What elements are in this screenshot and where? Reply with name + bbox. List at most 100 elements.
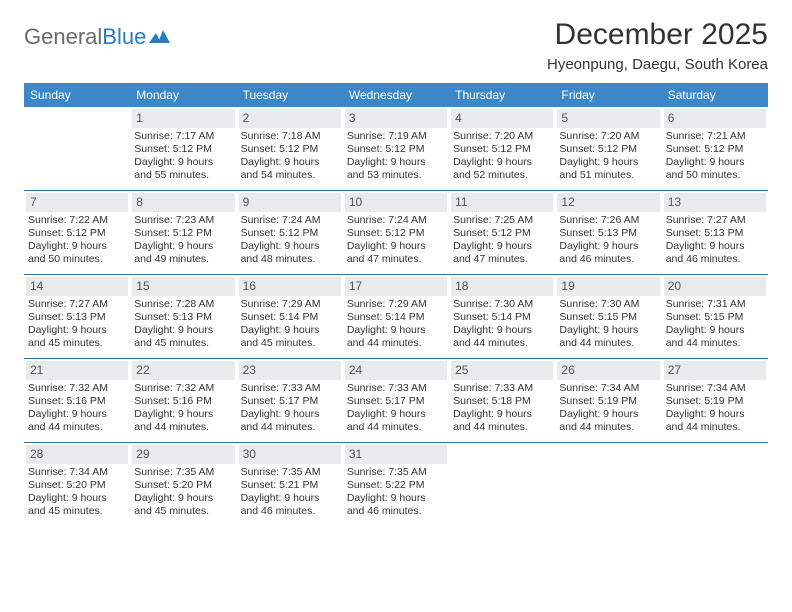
daylight-line2: and 45 minutes. <box>28 505 126 518</box>
logo-mark-icon <box>149 24 171 50</box>
header: GeneralBlue December 2025 Hyeonpung, Dae… <box>24 18 768 73</box>
daylight-line1: Daylight: 9 hours <box>559 408 657 421</box>
daylight-line1: Daylight: 9 hours <box>453 408 551 421</box>
day-cell: 3 Sunrise: 7:19 AMSunset: 5:12 PMDaylight… <box>343 107 449 190</box>
sunrise-text: Sunrise: 7:23 AM <box>134 214 232 227</box>
daylight-line1: Daylight: 9 hours <box>559 324 657 337</box>
day-number: 12 <box>557 193 659 212</box>
logo: GeneralBlue <box>24 18 171 50</box>
sunrise-text: Sunrise: 7:33 AM <box>347 382 445 395</box>
day-cell: 5Sunrise: 7:20 AMSunset: 5:12 PMDaylight… <box>555 107 661 190</box>
day-info: Sunrise: 7:29 AMSunset: 5:14 PMDaylight:… <box>345 298 447 351</box>
sunrise-text: Sunrise: 7:26 AM <box>559 214 657 227</box>
day-info: Sunrise: 7:20 AMSunset: 5:12 PMDaylight:… <box>557 130 659 183</box>
sunrise-text: Sunrise: 7:18 AM <box>241 130 339 143</box>
day-number: 4 <box>451 109 553 128</box>
day-cell <box>662 443 768 527</box>
sunset-text: Sunset: 5:12 PM <box>241 227 339 240</box>
sunrise-text: Sunrise: 7:28 AM <box>134 298 232 311</box>
daylight-line1: Daylight: 9 hours <box>28 240 126 253</box>
day-info: Sunrise: 7:33 AMSunset: 5:17 PMDaylight:… <box>345 382 447 435</box>
day-number: 29 <box>132 445 234 464</box>
daylight-line2: and 44 minutes. <box>241 421 339 434</box>
daylight-line2: and 44 minutes. <box>559 337 657 350</box>
day-cell: 19 Sunrise: 7:30 AMSunset: 5:15 PMDayligh… <box>555 275 661 358</box>
day-cell: 26 Sunrise: 7:34 AMSunset: 5:19 PMDayligh… <box>555 359 661 442</box>
day-number: 14 <box>26 277 128 296</box>
logo-text-a: General <box>24 24 102 50</box>
daylight-line1: Daylight: 9 hours <box>347 156 445 169</box>
day-info: Sunrise: 7:34 AMSunset: 5:19 PMDaylight:… <box>557 382 659 435</box>
daylight-line1: Daylight: 9 hours <box>666 408 764 421</box>
day-cell: 21 Sunrise: 7:32 AMSunset: 5:16 PMDayligh… <box>24 359 130 442</box>
sunrise-text: Sunrise: 7:25 AM <box>453 214 551 227</box>
daylight-line1: Daylight: 9 hours <box>134 156 232 169</box>
day-info: Sunrise: 7:35 AMSunset: 5:22 PMDaylight:… <box>345 466 447 519</box>
daylight-line2: and 46 minutes. <box>666 253 764 266</box>
daylight-line2: and 55 minutes. <box>134 169 232 182</box>
day-number: 16 <box>239 277 341 296</box>
week-row: 1Sunrise: 7:17 AMSunset: 5:12 PMDaylight… <box>24 107 768 191</box>
day-number: 10 <box>345 193 447 212</box>
day-number: 2 <box>239 109 341 128</box>
daylight-line2: and 44 minutes. <box>347 421 445 434</box>
week-row: 28Sunrise: 7:34 AMSunset: 5:20 PMDayligh… <box>24 443 768 527</box>
sunrise-text: Sunrise: 7:29 AM <box>241 298 339 311</box>
month-title: December 2025 <box>547 18 768 52</box>
day-number: 21 <box>26 361 128 380</box>
day-number: 17 <box>345 277 447 296</box>
day-cell: 4 Sunrise: 7:20 AMSunset: 5:12 PMDaylight… <box>449 107 555 190</box>
day-info: Sunrise: 7:30 AMSunset: 5:15 PMDaylight:… <box>557 298 659 351</box>
day-info: Sunrise: 7:24 AMSunset: 5:12 PMDaylight:… <box>239 214 341 267</box>
sunset-text: Sunset: 5:12 PM <box>559 143 657 156</box>
day-info: Sunrise: 7:18 AMSunset: 5:12 PMDaylight:… <box>239 130 341 183</box>
daylight-line2: and 44 minutes. <box>134 421 232 434</box>
day-number: 1 <box>132 109 234 128</box>
sunset-text: Sunset: 5:20 PM <box>28 479 126 492</box>
day-number: 20 <box>664 277 766 296</box>
sunrise-text: Sunrise: 7:35 AM <box>134 466 232 479</box>
daylight-line1: Daylight: 9 hours <box>666 240 764 253</box>
day-info: Sunrise: 7:34 AMSunset: 5:19 PMDaylight:… <box>664 382 766 435</box>
sunrise-text: Sunrise: 7:20 AM <box>559 130 657 143</box>
daylight-line2: and 45 minutes. <box>28 337 126 350</box>
sunset-text: Sunset: 5:13 PM <box>134 311 232 324</box>
sunrise-text: Sunrise: 7:24 AM <box>241 214 339 227</box>
calendar-grid: Sunday Monday Tuesday Wednesday Thursday… <box>24 83 768 527</box>
daylight-line2: and 44 minutes. <box>28 421 126 434</box>
sunrise-text: Sunrise: 7:27 AM <box>666 214 764 227</box>
sunrise-text: Sunrise: 7:33 AM <box>241 382 339 395</box>
day-number: 15 <box>132 277 234 296</box>
daylight-line1: Daylight: 9 hours <box>559 240 657 253</box>
dow-monday: Monday <box>130 83 236 107</box>
day-cell <box>449 443 555 527</box>
day-number: 23 <box>239 361 341 380</box>
day-info: Sunrise: 7:35 AMSunset: 5:20 PMDaylight:… <box>132 466 234 519</box>
day-info: Sunrise: 7:33 AMSunset: 5:17 PMDaylight:… <box>239 382 341 435</box>
calendar-page: GeneralBlue December 2025 Hyeonpung, Dae… <box>0 0 792 537</box>
dow-friday: Friday <box>555 83 661 107</box>
day-cell: 15Sunrise: 7:28 AMSunset: 5:13 PMDayligh… <box>130 275 236 358</box>
day-info: Sunrise: 7:31 AMSunset: 5:15 PMDaylight:… <box>664 298 766 351</box>
day-cell: 8Sunrise: 7:23 AMSunset: 5:12 PMDaylight… <box>130 191 236 274</box>
daylight-line1: Daylight: 9 hours <box>453 324 551 337</box>
sunset-text: Sunset: 5:13 PM <box>666 227 764 240</box>
day-info: Sunrise: 7:32 AMSunset: 5:16 PMDaylight:… <box>26 382 128 435</box>
day-number: 19 <box>557 277 659 296</box>
daylight-line2: and 44 minutes. <box>666 421 764 434</box>
day-number: 3 <box>345 109 447 128</box>
day-number: 18 <box>451 277 553 296</box>
day-number: 26 <box>557 361 659 380</box>
day-info: Sunrise: 7:20 AMSunset: 5:12 PMDaylight:… <box>451 130 553 183</box>
daylight-line2: and 51 minutes. <box>559 169 657 182</box>
sunrise-text: Sunrise: 7:35 AM <box>347 466 445 479</box>
sunrise-text: Sunrise: 7:21 AM <box>666 130 764 143</box>
sunrise-text: Sunrise: 7:31 AM <box>666 298 764 311</box>
daylight-line1: Daylight: 9 hours <box>453 240 551 253</box>
sunset-text: Sunset: 5:12 PM <box>241 143 339 156</box>
day-info: Sunrise: 7:19 AMSunset: 5:12 PMDaylight:… <box>345 130 447 183</box>
sunrise-text: Sunrise: 7:19 AM <box>347 130 445 143</box>
sunset-text: Sunset: 5:16 PM <box>134 395 232 408</box>
day-cell: 9Sunrise: 7:24 AMSunset: 5:12 PMDaylight… <box>237 191 343 274</box>
day-info: Sunrise: 7:29 AMSunset: 5:14 PMDaylight:… <box>239 298 341 351</box>
